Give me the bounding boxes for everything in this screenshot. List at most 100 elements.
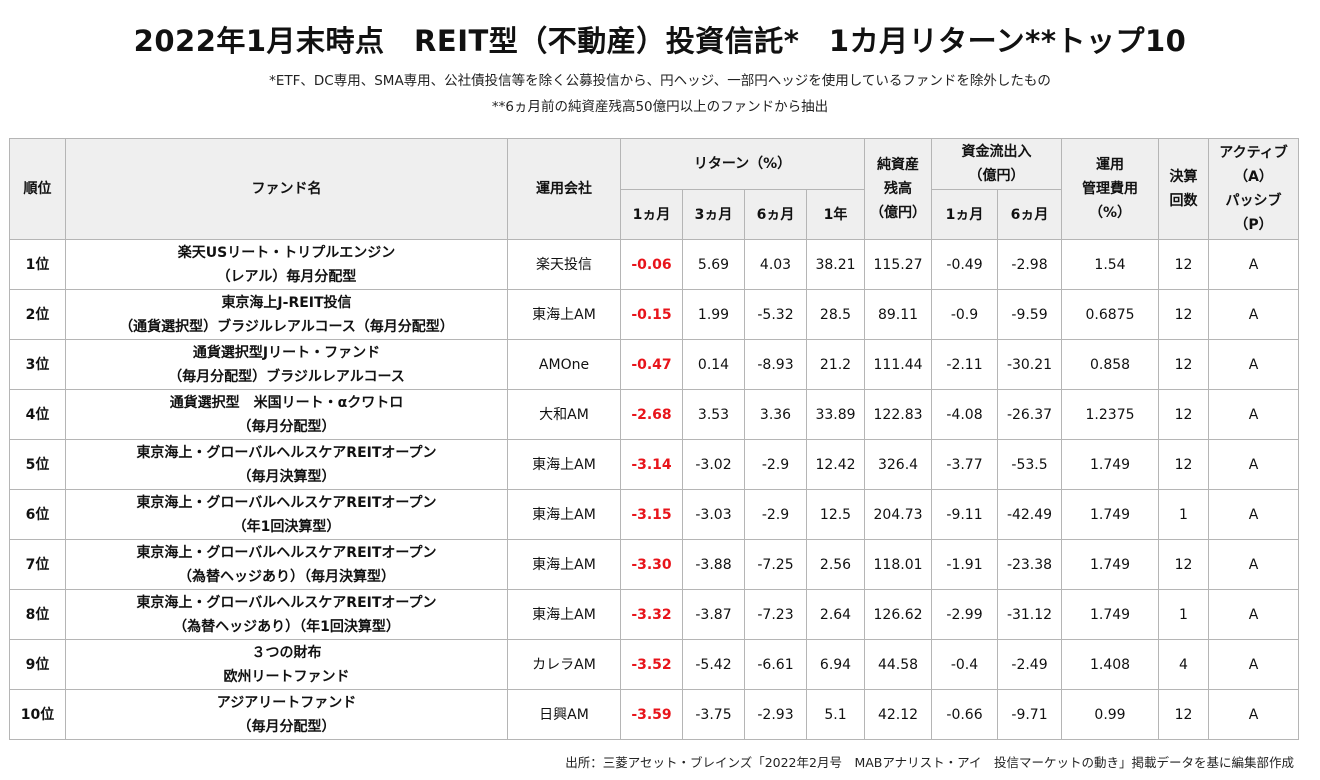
- header-active-passive: アクティブ （A） パッシブ （P）: [1208, 138, 1300, 240]
- header-settlement-count: 決算 回数: [1158, 138, 1210, 240]
- rank-cell: 7位: [9, 539, 66, 590]
- fund-name-line: 東京海上・グローバルヘルスケアREITオープン: [136, 444, 437, 461]
- settlement-cell: 12: [1158, 389, 1210, 440]
- return-3m-cell: -3.02: [682, 439, 745, 490]
- header-ap-line: （P）: [1234, 217, 1273, 233]
- fund-name-line: 東京海上・グローバルヘルスケアREITオープン: [136, 544, 437, 561]
- flow-6m-cell: -23.38: [997, 539, 1063, 590]
- return-1y-cell: 38.21: [805, 239, 866, 290]
- fund-name-line: （毎月分配型）: [237, 718, 336, 735]
- flow-1m-cell: -9.11: [931, 489, 999, 540]
- return-3m-cell: -3.03: [682, 489, 745, 540]
- fund-name-line: （為替ヘッジあり）（毎月決算型）: [178, 568, 395, 585]
- return-1y-cell: 12.5: [805, 489, 866, 540]
- net-assets-cell: 44.58: [864, 639, 933, 690]
- flow-1m-cell: -1.91: [931, 539, 999, 590]
- fund-name-cell: ３つの財布 欧州リートファンド: [65, 639, 508, 690]
- fund-name-line: 東京海上・グローバルヘルスケアREITオープン: [136, 494, 437, 511]
- net-assets-cell: 115.27: [864, 239, 933, 290]
- active-passive-cell: A: [1208, 689, 1300, 740]
- return-3m-cell: -3.87: [682, 589, 745, 640]
- return-1m-cell: -3.32: [620, 589, 683, 640]
- net-assets-cell: 111.44: [864, 339, 933, 390]
- table-row: 7位 東京海上・グローバルヘルスケアREITオープン （為替ヘッジあり）（毎月決算型…: [9, 539, 1300, 590]
- table-row: 1位 楽天USリート・トリプルエンジン （レアル）毎月分配型 楽天投信 -0.06 5.6…: [9, 239, 1300, 290]
- header-management-fee: 運用 管理費用 （%）: [1061, 138, 1160, 240]
- header-fund-name: ファンド名: [65, 138, 508, 240]
- return-3m-cell: -3.88: [682, 539, 745, 590]
- active-passive-cell: A: [1208, 289, 1300, 340]
- table-row: 8位 東京海上・グローバルヘルスケアREITオープン （為替ヘッジあり）（年1回決算…: [9, 589, 1300, 640]
- footnote-exclusions: *ETF、DC専用、SMA専用、公社債投信等を除く公募投信から、円ヘッジ、一部円…: [269, 73, 1051, 89]
- header-net-assets-line: （億円）: [870, 205, 927, 221]
- net-assets-cell: 89.11: [864, 289, 933, 340]
- company-cell: 日興AM: [507, 689, 621, 740]
- fund-name-cell: アジアリートファンド （毎月分配型）: [65, 689, 508, 740]
- return-1y-cell: 2.56: [805, 539, 866, 590]
- table-row: 2位 東京海上J-REIT投信 （通貨選択型）ブラジルレアルコース（毎月分配型） 東海…: [9, 289, 1300, 340]
- header-flow-1m: 1ヵ月: [931, 189, 999, 240]
- fee-cell: 0.99: [1061, 689, 1160, 740]
- header-return-6m: 6ヵ月: [744, 189, 807, 240]
- header-fee-line: 管理費用: [1082, 181, 1139, 197]
- fund-name-cell: 楽天USリート・トリプルエンジン （レアル）毎月分配型: [65, 239, 508, 290]
- company-cell: 大和AM: [507, 389, 621, 440]
- active-passive-cell: A: [1208, 389, 1300, 440]
- return-3m-cell: 5.69: [682, 239, 745, 290]
- fund-name-line: 通貨選択型 米国リート・αクワトロ: [169, 394, 404, 411]
- header-ap-line: アクティブ: [1219, 145, 1288, 161]
- return-1m-cell: -0.15: [620, 289, 683, 340]
- fund-name-line: （毎月決算型）: [237, 468, 336, 485]
- header-fund-flow-group: 資金流出入 （億円）: [931, 138, 1063, 190]
- flow-6m-cell: -9.71: [997, 689, 1063, 740]
- return-1y-cell: 5.1: [805, 689, 866, 740]
- company-cell: 東海上AM: [507, 589, 621, 640]
- fee-cell: 1.408: [1061, 639, 1160, 690]
- rank-cell: 8位: [9, 589, 66, 640]
- fund-name-cell: 東京海上・グローバルヘルスケアREITオープン （毎月決算型）: [65, 439, 508, 490]
- flow-1m-cell: -0.49: [931, 239, 999, 290]
- company-cell: 東海上AM: [507, 289, 621, 340]
- settlement-cell: 12: [1158, 689, 1210, 740]
- rank-cell: 5位: [9, 439, 66, 490]
- active-passive-cell: A: [1208, 589, 1300, 640]
- flow-6m-cell: -2.49: [997, 639, 1063, 690]
- net-assets-cell: 326.4: [864, 439, 933, 490]
- return-1y-cell: 6.94: [805, 639, 866, 690]
- return-1y-cell: 21.2: [805, 339, 866, 390]
- flow-1m-cell: -0.4: [931, 639, 999, 690]
- company-cell: 楽天投信: [507, 239, 621, 290]
- return-3m-cell: -3.75: [682, 689, 745, 740]
- header-return-1y: 1年: [805, 189, 866, 240]
- fund-name-line: （毎月分配型）ブラジルレアルコース: [168, 368, 405, 385]
- net-assets-cell: 42.12: [864, 689, 933, 740]
- net-assets-cell: 126.62: [864, 589, 933, 640]
- fund-ranking-table: 順位 ファンド名 運用会社 リターン（%） 純資産 残高 （億円） 資金流出入 …: [9, 138, 1300, 740]
- header-settlement-line: 回数: [1169, 193, 1198, 209]
- rank-cell: 10位: [9, 689, 66, 740]
- return-1m-cell: -3.15: [620, 489, 683, 540]
- header-fund-flow-line: 資金流出入: [961, 144, 1032, 160]
- header-settlement-line: 決算: [1169, 169, 1198, 185]
- company-cell: 東海上AM: [507, 539, 621, 590]
- active-passive-cell: A: [1208, 539, 1300, 590]
- header-ap-line: （A）: [1234, 169, 1273, 185]
- active-passive-cell: A: [1208, 639, 1300, 690]
- return-6m-cell: -6.61: [744, 639, 807, 690]
- flow-1m-cell: -4.08: [931, 389, 999, 440]
- fund-name-line: 楽天USリート・トリプルエンジン: [177, 244, 396, 261]
- return-1y-cell: 28.5: [805, 289, 866, 340]
- return-3m-cell: 0.14: [682, 339, 745, 390]
- header-fee-line: 運用: [1096, 157, 1125, 173]
- active-passive-cell: A: [1208, 339, 1300, 390]
- table-row: 9位 ３つの財布 欧州リートファンド カレラAM -3.52 -5.42 -6.61 6.94…: [9, 639, 1300, 690]
- fund-name-line: （為替ヘッジあり）（年1回決算型）: [173, 618, 400, 635]
- return-3m-cell: 3.53: [682, 389, 745, 440]
- flow-1m-cell: -0.66: [931, 689, 999, 740]
- settlement-cell: 12: [1158, 339, 1210, 390]
- fund-name-cell: 東京海上・グローバルヘルスケアREITオープン （為替ヘッジあり）（毎月決算型）: [65, 539, 508, 590]
- flow-1m-cell: -2.99: [931, 589, 999, 640]
- table-row: 10位 アジアリートファンド （毎月分配型） 日興AM -3.59 -3.75 -2.93 5…: [9, 689, 1300, 740]
- header-fund-flow-line: （億円）: [968, 168, 1025, 184]
- return-3m-cell: 1.99: [682, 289, 745, 340]
